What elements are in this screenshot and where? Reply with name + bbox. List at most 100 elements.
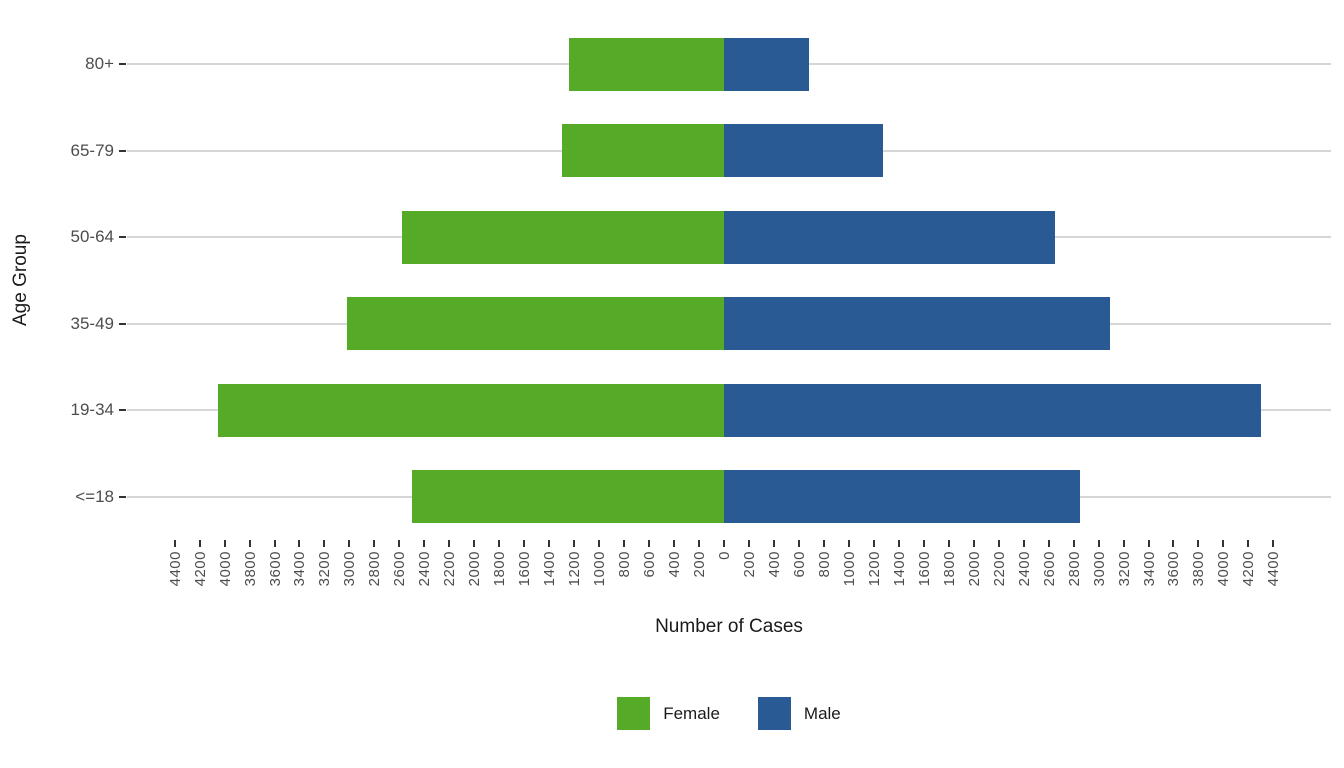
x-tick-label: 600 (641, 551, 659, 578)
x-tick-label: 1400 (541, 551, 559, 587)
legend-label: Male (803, 703, 841, 723)
x-tick-label: 4200 (1240, 551, 1258, 587)
y-tick-mark (119, 63, 126, 66)
bar-female-35-49 (346, 297, 724, 351)
x-tick-label: 1200 (865, 551, 883, 587)
x-tick-mark (1022, 540, 1025, 547)
x-tick-mark (1147, 540, 1150, 547)
bar-male-80+ (724, 37, 809, 91)
x-tick-mark (1172, 540, 1175, 547)
legend-swatch-female (617, 697, 651, 730)
legend-swatch-male (757, 697, 791, 730)
x-tick-mark (822, 540, 825, 547)
x-tick-label: 200 (691, 551, 709, 578)
x-tick-label: 3600 (266, 551, 284, 587)
x-tick-label: 0 (716, 551, 733, 560)
x-tick-label: 3400 (1140, 551, 1158, 587)
x-tick-label: 3400 (291, 551, 309, 587)
plot-panel: 80+ 65-79 50-64 35-49 19-34 <=18 (71, 21, 1331, 540)
x-tick-mark (173, 540, 176, 547)
y-tick-mark (119, 236, 126, 239)
x-axis-title: Number of Cases (655, 616, 803, 637)
x-tick-label: 2800 (366, 551, 384, 587)
x-axis: 4400 4200 4000 3800 3600 3400 3200 3000 2800 2600… (127, 540, 1331, 620)
x-tick-label: 2400 (1015, 551, 1033, 587)
x-tick-label: 400 (666, 551, 684, 578)
x-tick-mark (623, 540, 626, 547)
bar-female-65-79 (561, 124, 724, 178)
bar-male-19-34 (724, 383, 1261, 437)
x-tick-mark (847, 540, 850, 547)
x-tick-label: 1000 (591, 551, 609, 587)
x-tick-label: 2400 (416, 551, 434, 587)
x-tick-mark (198, 540, 201, 547)
x-tick-mark (1072, 540, 1075, 547)
x-tick-mark (897, 540, 900, 547)
x-tick-mark (1197, 540, 1200, 547)
x-tick-mark (747, 540, 750, 547)
x-tick-mark (423, 540, 426, 547)
bar-male-35-49 (724, 297, 1110, 351)
x-tick-mark (723, 540, 725, 547)
x-tick-label: 800 (815, 551, 833, 578)
x-tick-mark (997, 540, 1000, 547)
y-tick-mark (119, 495, 126, 498)
legend-label: Female (663, 703, 720, 723)
x-tick-label: 1600 (516, 551, 534, 587)
x-tick-mark (273, 540, 276, 547)
x-tick-label: 3200 (316, 551, 334, 587)
x-tick-label: 3200 (1115, 551, 1133, 587)
legend: Female Male (127, 697, 1331, 730)
x-tick-mark (797, 540, 800, 547)
x-tick-mark (548, 540, 551, 547)
x-tick-label: 1200 (566, 551, 584, 587)
x-tick-label: 3800 (241, 551, 259, 587)
bar-male-<=18 (724, 470, 1080, 524)
legend-item-female: Female (617, 697, 720, 730)
x-tick-mark (473, 540, 476, 547)
x-tick-mark (1222, 540, 1225, 547)
x-tick-mark (698, 540, 701, 547)
x-tick-label: 400 (765, 551, 783, 578)
x-tick-label: 1400 (890, 551, 908, 587)
x-tick-mark (1047, 540, 1050, 547)
x-tick-mark (922, 540, 925, 547)
x-tick-label: 600 (790, 551, 808, 578)
x-tick-mark (1272, 540, 1275, 547)
x-tick-label: 3000 (1090, 551, 1108, 587)
x-tick-mark (248, 540, 251, 547)
y-tick-mark (119, 322, 126, 325)
x-tick-mark (373, 540, 376, 547)
x-tick-mark (872, 540, 875, 547)
x-tick-mark (573, 540, 576, 547)
x-tick-label: 800 (616, 551, 634, 578)
y-tick-mark (119, 149, 126, 152)
y-tick-label: 80+ (85, 54, 114, 74)
x-tick-label: 2600 (391, 551, 409, 587)
y-tick-label: 35-49 (70, 313, 114, 333)
x-tick-label: 3800 (1190, 551, 1208, 587)
bar-male-65-79 (724, 124, 883, 178)
bar-female-<=18 (411, 470, 724, 524)
x-tick-mark (523, 540, 526, 547)
x-tick-label: 4400 (1265, 551, 1283, 587)
x-tick-label: 1000 (840, 551, 858, 587)
bar-female-50-64 (401, 210, 724, 264)
x-tick-mark (498, 540, 501, 547)
legend-item-male: Male (757, 697, 841, 730)
x-tick-mark (673, 540, 676, 547)
x-tick-label: 2800 (1065, 551, 1083, 587)
x-tick-mark (1097, 540, 1100, 547)
x-tick-label: 4200 (191, 551, 209, 587)
x-tick-label: 2200 (441, 551, 459, 587)
x-tick-mark (772, 540, 775, 547)
x-tick-label: 2000 (466, 551, 484, 587)
x-tick-mark (1247, 540, 1250, 547)
x-tick-mark (448, 540, 451, 547)
y-tick-label: <=18 (75, 486, 114, 506)
bar-male-50-64 (724, 210, 1055, 264)
x-tick-label: 4400 (166, 551, 184, 587)
x-tick-label: 4000 (216, 551, 234, 587)
x-tick-mark (598, 540, 601, 547)
x-tick-label: 3600 (1165, 551, 1183, 587)
